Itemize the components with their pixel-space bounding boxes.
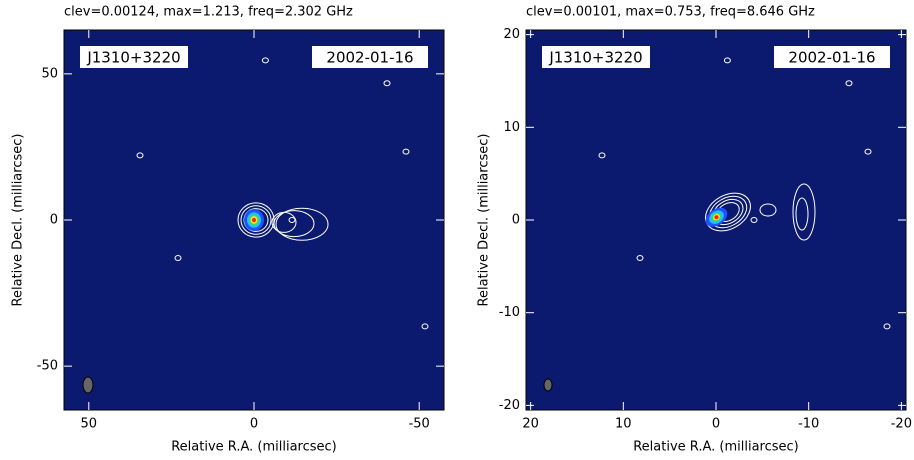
y-tick-label: -50 (37, 359, 58, 374)
x-tick-label: 10 (615, 417, 632, 432)
x-tick-label: 50 (81, 417, 98, 432)
y-tick-label: -20 (499, 398, 520, 413)
beam (83, 377, 93, 393)
y-tick-label: 0 (50, 213, 58, 228)
y-axis-label: Relative Decl. (milliarcsec) (11, 134, 26, 307)
y-tick-label: 50 (41, 66, 58, 81)
panel: clev=0.00124, max=1.213, freq=2.302 GHz 5… (11, 5, 445, 455)
x-tick-label: -10 (798, 417, 819, 432)
figure: clev=0.00124, max=1.213, freq=2.302 GHz 5… (0, 0, 914, 456)
date-label: 2002-01-16 (788, 49, 875, 67)
panel: clev=0.00101, max=0.753, freq=8.646 GHz 2… (477, 5, 912, 455)
x-tick-label: -20 (891, 417, 912, 432)
x-tick-label: 0 (250, 417, 258, 432)
panel-title: clev=0.00124, max=1.213, freq=2.302 GHz (64, 5, 353, 20)
source-label: J1310+3220 (86, 49, 180, 67)
x-axis-label: Relative R.A. (milliarcsec) (171, 440, 337, 455)
y-tick-label: 10 (503, 120, 520, 135)
y-axis-label: Relative Decl. (milliarcsec) (477, 134, 492, 307)
x-tick-label: -50 (409, 417, 430, 432)
x-axis-label: Relative R.A. (milliarcsec) (633, 440, 799, 455)
source-label: J1310+3220 (548, 49, 642, 67)
date-label: 2002-01-16 (326, 49, 413, 67)
y-tick-label: 20 (503, 27, 520, 42)
y-tick-label: -10 (499, 305, 520, 320)
beam (544, 379, 552, 391)
x-tick-label: 0 (712, 417, 720, 432)
x-tick-label: 20 (522, 417, 539, 432)
core (252, 218, 256, 222)
y-tick-label: 0 (512, 213, 520, 228)
panel-title: clev=0.00101, max=0.753, freq=8.646 GHz (526, 5, 815, 20)
